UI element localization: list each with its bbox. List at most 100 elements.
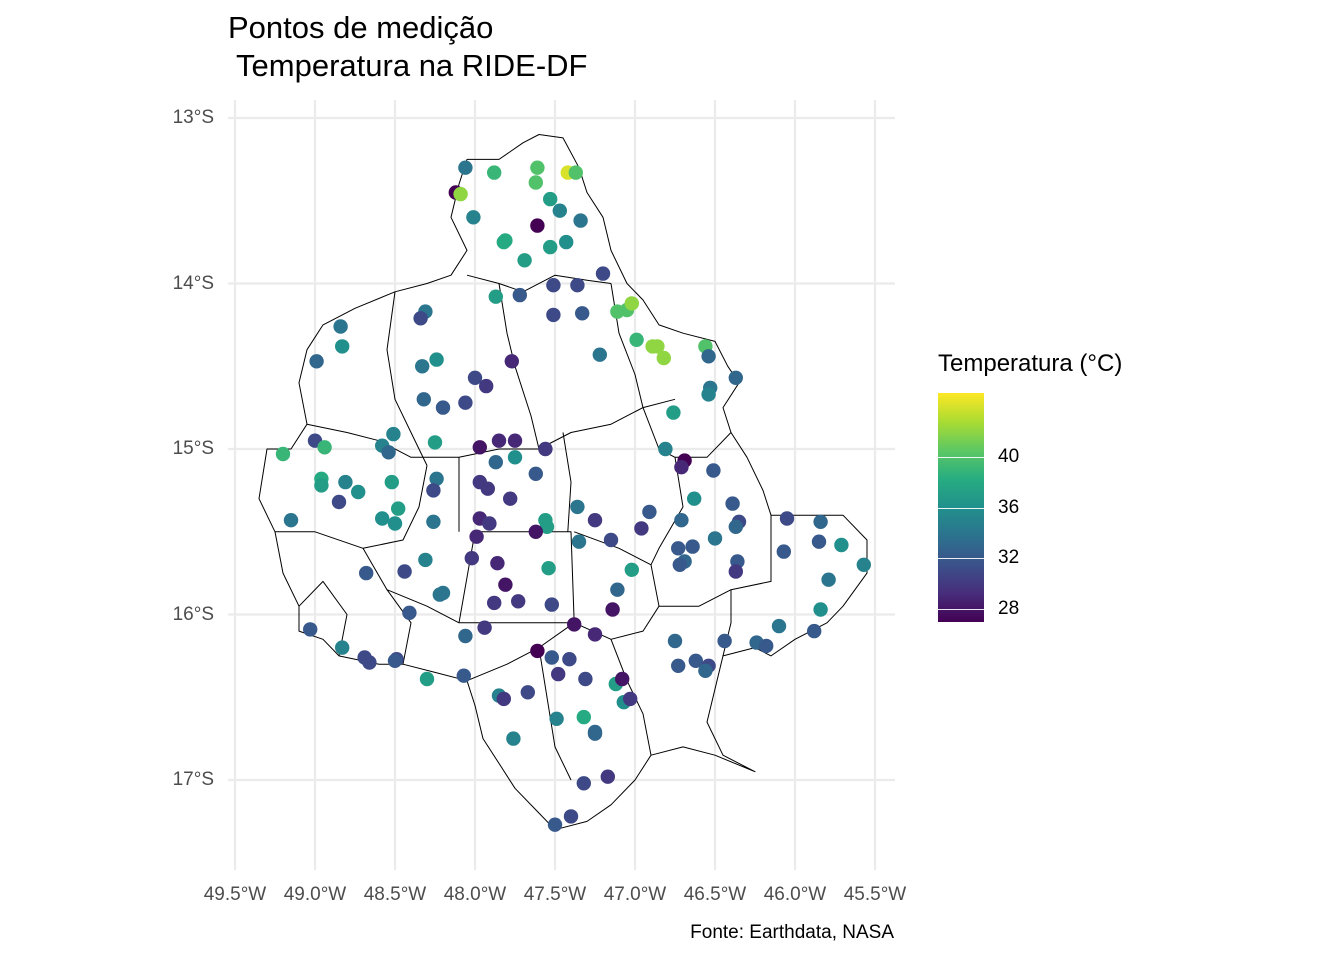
measurement-point [381, 445, 396, 460]
measurement-point [544, 650, 559, 665]
measurement-point [674, 460, 689, 475]
measurement-point [415, 359, 430, 374]
measurement-point [706, 463, 721, 478]
measurement-point [402, 605, 417, 620]
measurement-point [506, 731, 521, 746]
measurement-point [384, 474, 399, 490]
measurement-point [435, 400, 451, 415]
municipality-boundary [362, 548, 460, 624]
measurement-point [571, 534, 587, 549]
measurement-point [275, 446, 291, 462]
y-tick-label: 16°S [172, 603, 214, 625]
measurement-point [603, 532, 619, 548]
measurement-point [453, 186, 468, 202]
measurement-point [283, 513, 299, 528]
measurement-point [674, 513, 689, 528]
measurement-point [701, 349, 716, 364]
municipality-boundary [306, 398, 676, 458]
measurement-point [623, 691, 638, 707]
measurement-point [634, 521, 649, 536]
measurement-point [464, 551, 479, 566]
measurement-point [331, 494, 347, 510]
measurement-point [725, 496, 740, 511]
measurement-point [387, 653, 403, 668]
measurement-point [541, 561, 556, 576]
measurement-point [573, 213, 588, 228]
measurement-point [351, 484, 366, 500]
measurement-point [546, 307, 561, 323]
map-title-line-2: Temperatura na RIDE-DF [228, 48, 588, 83]
municipality-boundary [498, 283, 540, 450]
measurement-point [688, 653, 703, 668]
measurement-point [504, 354, 519, 369]
measurement-point [498, 233, 513, 248]
legend-tick-label: 28 [998, 598, 1020, 620]
measurement-point [595, 266, 611, 281]
measurement-point [672, 557, 687, 572]
measurement-point [666, 405, 681, 420]
x-tick-label: 47.5°W [523, 884, 587, 905]
measurement-point [528, 524, 543, 539]
municipality-boundary [610, 283, 732, 458]
measurement-point [419, 671, 435, 687]
measurement-point [575, 306, 590, 321]
measurement-point [587, 726, 603, 741]
measurement-point [642, 504, 657, 520]
measurement-point [416, 392, 431, 407]
measurement-point [578, 671, 593, 687]
measurement-point [456, 668, 471, 683]
measurement-point [469, 529, 484, 544]
measurement-point [605, 602, 620, 617]
measurement-point [813, 602, 828, 617]
measurement-point [488, 455, 503, 470]
measurement-point [362, 655, 377, 670]
measurement-point [728, 370, 743, 385]
measurement-point [397, 564, 412, 579]
measurement-point [671, 658, 686, 673]
measurement-point [776, 544, 791, 559]
measurement-point [491, 433, 507, 448]
measurement-point [728, 564, 743, 579]
measurement-point [650, 339, 665, 354]
x-tick-label: 46.5°W [683, 884, 747, 905]
measurement-point [549, 711, 564, 726]
measurement-point [576, 776, 591, 791]
measurement-point [359, 565, 374, 581]
measurement-point [624, 296, 639, 311]
measurement-point [303, 622, 318, 637]
x-tick-label: 45.5°W [843, 884, 907, 905]
measurement-point [568, 165, 583, 180]
measurement-point [482, 516, 497, 531]
measurement-point [656, 350, 671, 366]
measurement-point [551, 666, 566, 682]
measurement-point [490, 556, 505, 571]
x-tick-label: 46.0°W [763, 884, 827, 905]
measurement-point [592, 347, 607, 362]
measurement-point [615, 671, 630, 687]
measurement-point [587, 627, 603, 642]
measurement-point [429, 352, 444, 367]
measurement-point [498, 577, 513, 592]
measurement-point [507, 433, 523, 448]
measurement-point [458, 628, 473, 644]
measurement-point [426, 483, 441, 498]
measurement-point [477, 620, 492, 635]
measurement-point [698, 663, 713, 678]
measurement-point [335, 640, 350, 655]
measurement-point [546, 278, 561, 293]
measurement-point [671, 541, 686, 556]
measurement-point [496, 691, 511, 707]
measurement-point [479, 378, 494, 394]
measurement-point [610, 582, 625, 597]
measurement-points [275, 160, 871, 832]
measurement-point [570, 278, 585, 293]
measurement-point [856, 557, 871, 572]
measurement-point [759, 638, 774, 654]
measurement-point [487, 595, 502, 611]
municipality-boundary [386, 291, 428, 466]
measurement-point [728, 519, 743, 534]
measurement-point [576, 709, 591, 725]
measurement-point [530, 643, 545, 659]
measurement-point [317, 440, 332, 455]
municipality-boundary [275, 465, 428, 549]
